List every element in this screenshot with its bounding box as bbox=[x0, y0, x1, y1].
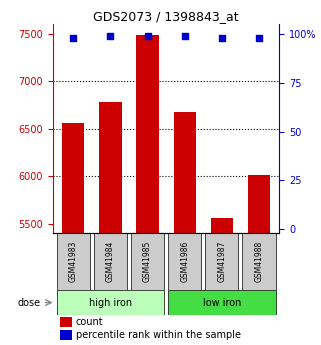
Point bbox=[108, 33, 113, 39]
Bar bbox=[60, 330, 72, 340]
Bar bbox=[242, 233, 275, 290]
Text: count: count bbox=[76, 317, 103, 327]
Bar bbox=[94, 233, 127, 290]
Bar bbox=[131, 233, 164, 290]
Point bbox=[182, 33, 187, 39]
Bar bbox=[60, 317, 72, 327]
Point bbox=[256, 35, 261, 41]
Point bbox=[71, 35, 76, 41]
Text: GSM41983: GSM41983 bbox=[69, 241, 78, 283]
Text: GSM41984: GSM41984 bbox=[106, 241, 115, 283]
Text: low iron: low iron bbox=[203, 298, 241, 308]
Text: high iron: high iron bbox=[89, 298, 132, 308]
Text: GSM41985: GSM41985 bbox=[143, 241, 152, 283]
Bar bbox=[62, 123, 84, 233]
Text: GSM41987: GSM41987 bbox=[217, 241, 226, 283]
Bar bbox=[211, 218, 233, 233]
Text: GSM41988: GSM41988 bbox=[254, 241, 263, 282]
Bar bbox=[174, 111, 196, 233]
Bar bbox=[99, 102, 122, 233]
Bar bbox=[168, 290, 275, 315]
Point bbox=[145, 33, 150, 39]
Text: dose: dose bbox=[18, 298, 41, 308]
Bar bbox=[57, 233, 90, 290]
Title: GDS2073 / 1398843_at: GDS2073 / 1398843_at bbox=[93, 10, 239, 23]
Point bbox=[219, 35, 224, 41]
Text: GSM41986: GSM41986 bbox=[180, 241, 189, 283]
Text: percentile rank within the sample: percentile rank within the sample bbox=[76, 330, 241, 340]
Bar bbox=[205, 233, 239, 290]
Bar bbox=[248, 175, 270, 233]
Bar bbox=[168, 233, 201, 290]
Bar bbox=[136, 34, 159, 233]
Bar bbox=[57, 290, 164, 315]
